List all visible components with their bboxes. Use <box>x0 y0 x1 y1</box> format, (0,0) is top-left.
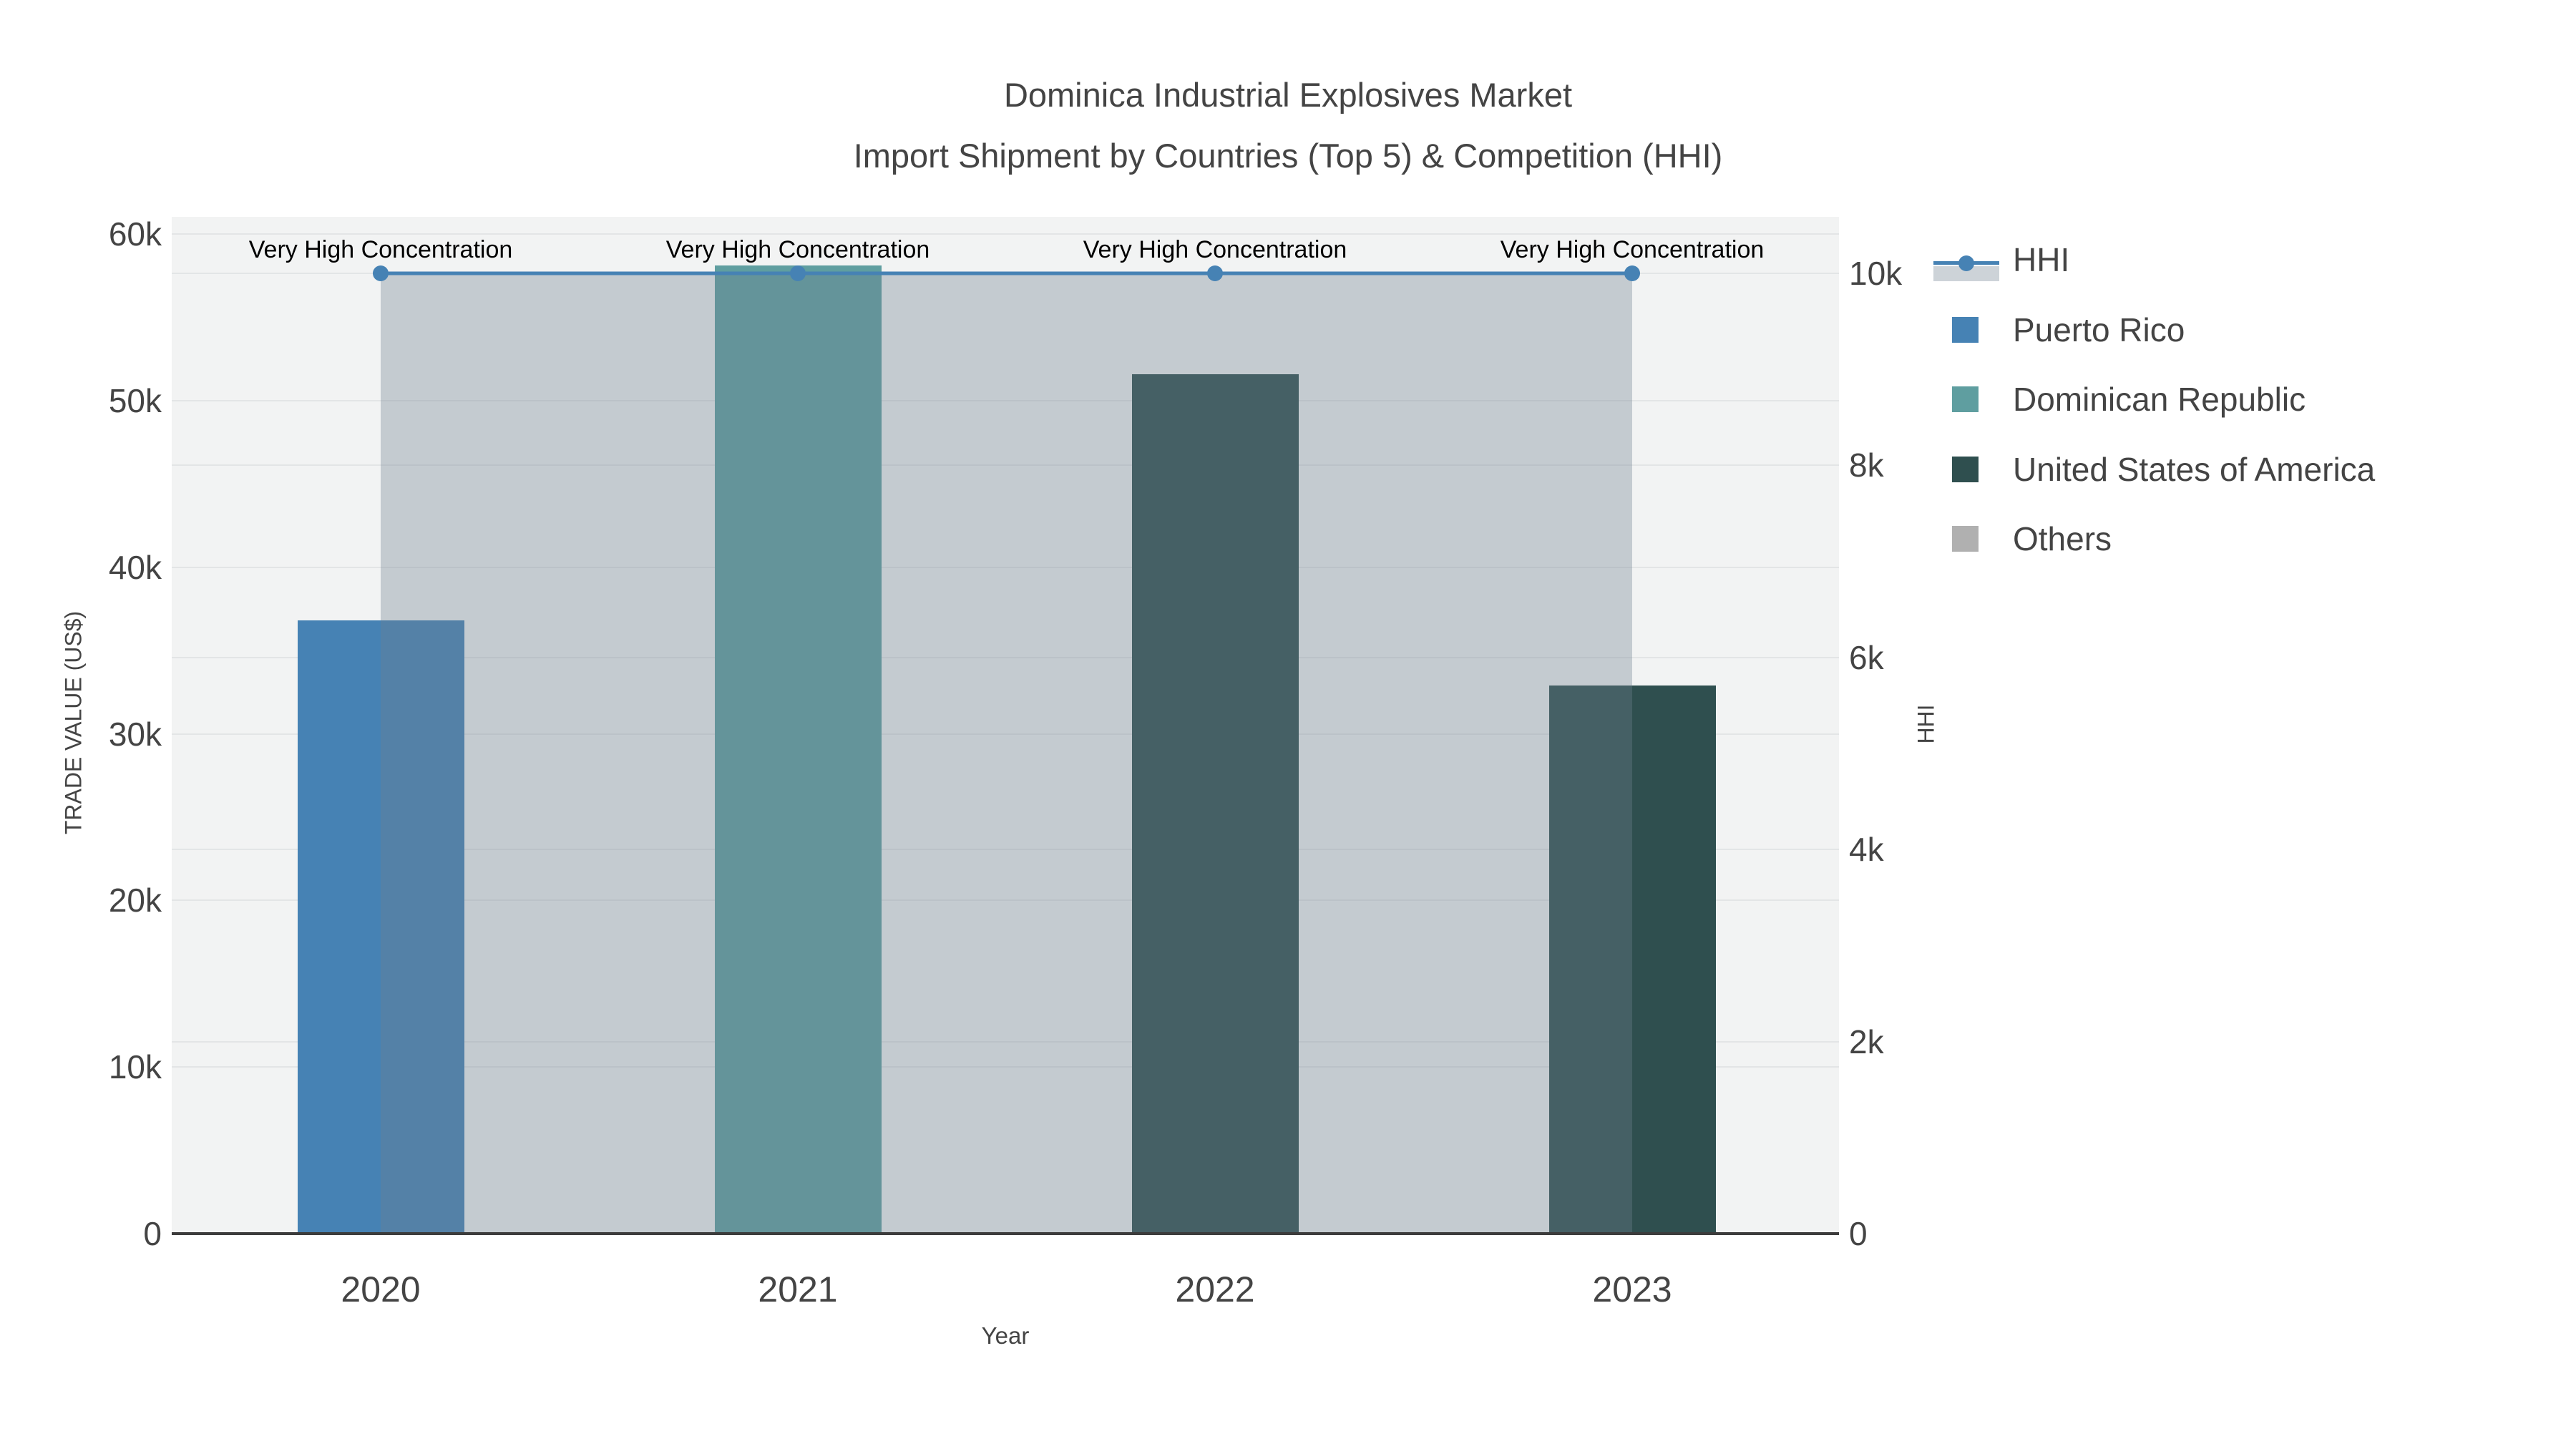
y-right-tick-6k: 6k <box>1849 638 1884 676</box>
hhi-line-legend-icon <box>1933 238 1999 281</box>
legend-item-dominican-republic[interactable]: Dominican Republic <box>1932 378 2306 421</box>
bar-2020-puerto-rico <box>297 620 464 1234</box>
legend-label-1: Puerto Rico <box>2013 311 2185 348</box>
y-left-tick-10k: 10k <box>108 1048 162 1086</box>
legend-label-4: Others <box>2013 520 2112 557</box>
gridline-right-4k <box>172 849 1839 851</box>
gridline-left-60k <box>172 233 1839 235</box>
legend-item-others[interactable]: Others <box>1932 517 2112 560</box>
legend-label-2: Dominican Republic <box>2013 381 2306 418</box>
legend-item-hhi[interactable]: HHI <box>1932 238 2069 281</box>
hhi-line-layer <box>373 265 1640 1234</box>
y-left-tick-60k: 60k <box>108 215 162 253</box>
x-axis-title: Year <box>981 1322 1030 1349</box>
y-right-tick-10k: 10k <box>1849 255 1903 292</box>
bar-2021-dominican-republic <box>714 265 882 1234</box>
legend-item-united-states-of-america[interactable]: United States of America <box>1932 448 2375 491</box>
gridline-left-50k <box>172 399 1839 401</box>
y-axis-right-title: HHI <box>1913 704 1939 744</box>
legend-swatch-2 <box>1952 386 1979 412</box>
chart-title: Dominica Industrial Explosives Market <box>1003 76 1573 114</box>
gridline-right-6k <box>172 656 1839 658</box>
y-right-tick-2k: 2k <box>1849 1023 1884 1060</box>
x-tick-2022: 2022 <box>1175 1269 1255 1309</box>
hhi-area-fill <box>381 273 1632 1234</box>
y-left-tick-30k: 30k <box>108 715 162 753</box>
y-right-tick-0: 0 <box>1849 1215 1868 1252</box>
y-left-tick-0: 0 <box>143 1215 162 1252</box>
gridline-right-8k <box>172 464 1839 467</box>
legend-item-puerto-rico[interactable]: Puerto Rico <box>1932 308 2185 351</box>
x-tick-2023: 2023 <box>1592 1269 1672 1309</box>
annotation-2020: Very High Concentration <box>248 236 513 263</box>
x-tick-2021: 2021 <box>758 1269 838 1309</box>
x-tick-2020: 2020 <box>341 1269 421 1309</box>
y-right-tick-8k: 8k <box>1849 447 1884 484</box>
legend-swatch-1 <box>1952 316 1979 343</box>
y-left-tick-20k: 20k <box>108 882 162 919</box>
annotation-2023: Very High Concentration <box>1500 236 1765 263</box>
annotation-2021: Very High Concentration <box>665 236 930 263</box>
hhi-fill-band <box>1933 266 1999 281</box>
legend-swatch-3 <box>1952 456 1979 482</box>
x-axis-line <box>172 1232 1839 1235</box>
gridline-left-30k <box>172 733 1839 735</box>
hhi-marker-glyph <box>1958 255 1974 271</box>
gridline-left-20k <box>172 899 1839 902</box>
hhi-marker-2020 <box>373 265 389 281</box>
gridline-right-2k <box>172 1040 1839 1043</box>
annotation-2022: Very High Concentration <box>1083 236 1347 263</box>
bar-2023-united-states-of-america <box>1548 685 1716 1234</box>
y-left-tick-40k: 40k <box>108 548 162 586</box>
hhi-marker-2023 <box>1624 265 1640 281</box>
plot-area: Very High Concentration Very High Concent… <box>172 217 1839 1234</box>
hhi-marker-2021 <box>790 265 806 281</box>
legend-swatch-4 <box>1952 526 1979 552</box>
bar-2022-united-states-of-america <box>1131 374 1299 1234</box>
chart-subtitle: Import Shipment by Countries (Top 5) & C… <box>853 137 1723 175</box>
legend-label-0: HHI <box>2013 241 2070 278</box>
gridline-left-10k <box>172 1066 1839 1068</box>
y-axis-left-title: TRADE VALUE (US$) <box>60 610 87 835</box>
hhi-marker-2022 <box>1207 265 1223 281</box>
y-right-tick-4k: 4k <box>1849 831 1884 869</box>
y-left-tick-50k: 50k <box>108 381 162 419</box>
gridline-left-40k <box>172 566 1839 568</box>
legend-label-3: United States of America <box>2013 450 2376 488</box>
